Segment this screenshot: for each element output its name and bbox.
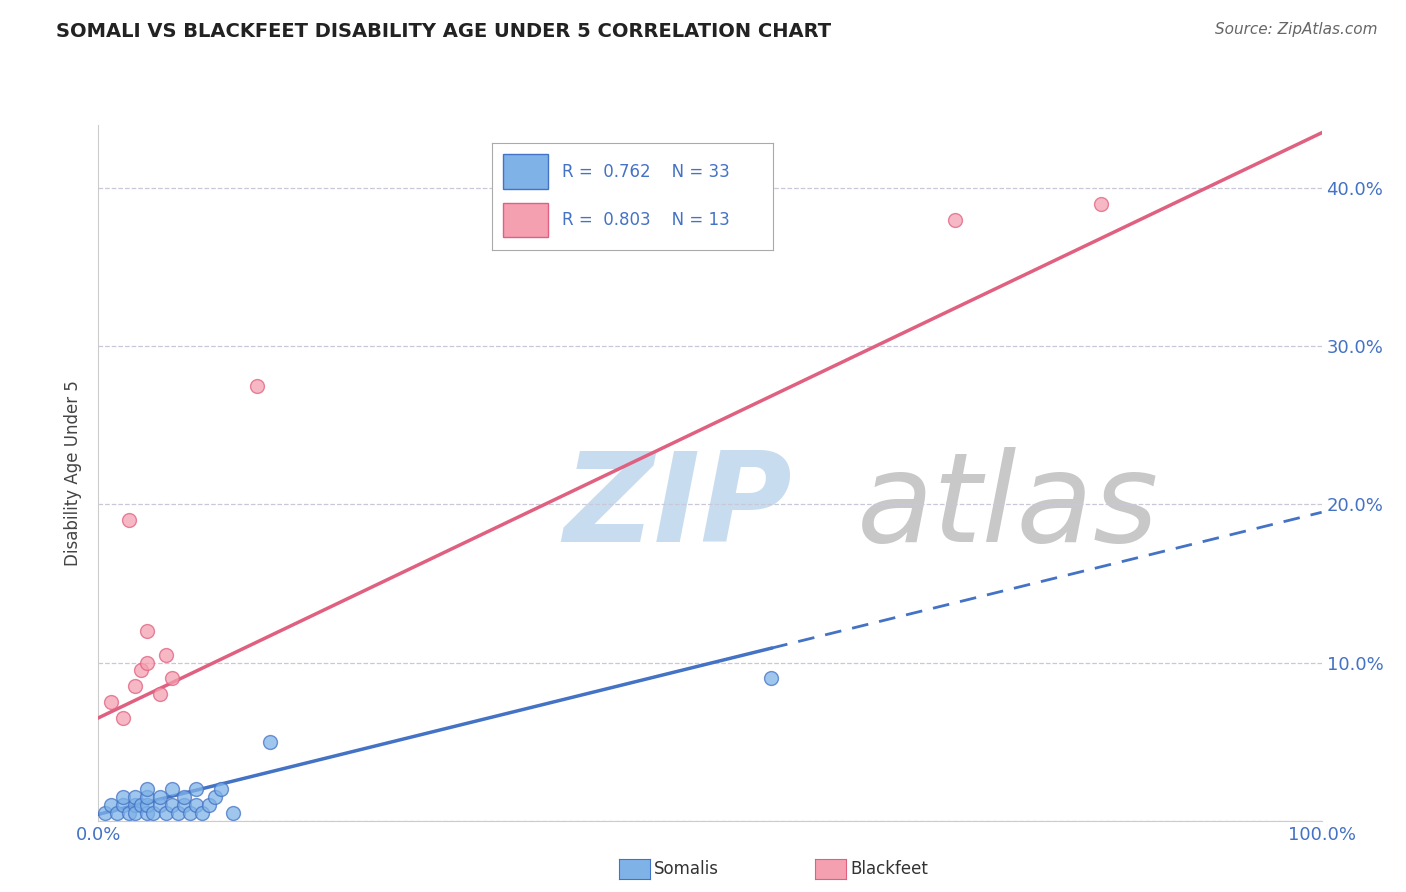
Point xyxy=(100,797,122,812)
Point xyxy=(209,782,232,797)
Bar xyxy=(503,202,548,237)
Point xyxy=(149,797,172,812)
Point xyxy=(160,671,183,685)
Point xyxy=(124,789,146,804)
Point xyxy=(136,789,159,804)
Point xyxy=(118,513,141,527)
Point xyxy=(186,782,208,797)
Text: Source: ZipAtlas.com: Source: ZipAtlas.com xyxy=(1215,22,1378,37)
Point xyxy=(136,797,159,812)
Point xyxy=(246,378,269,392)
Point xyxy=(111,797,134,812)
Point xyxy=(142,805,165,820)
Point xyxy=(1090,197,1112,211)
Text: Somalis: Somalis xyxy=(654,860,718,878)
Point xyxy=(124,679,146,693)
Text: atlas: atlas xyxy=(856,447,1159,568)
Point xyxy=(93,805,115,820)
Bar xyxy=(503,154,548,189)
Point xyxy=(186,797,208,812)
Y-axis label: Disability Age Under 5: Disability Age Under 5 xyxy=(65,380,83,566)
Point xyxy=(155,805,177,820)
Point xyxy=(167,805,190,820)
Text: R =  0.803    N = 13: R = 0.803 N = 13 xyxy=(562,211,730,228)
Point xyxy=(155,648,177,662)
Point xyxy=(204,789,226,804)
Text: SOMALI VS BLACKFEET DISABILITY AGE UNDER 5 CORRELATION CHART: SOMALI VS BLACKFEET DISABILITY AGE UNDER… xyxy=(56,22,831,41)
Point xyxy=(124,797,146,812)
Point xyxy=(136,782,159,797)
Point xyxy=(136,805,159,820)
Point xyxy=(111,789,134,804)
Point xyxy=(124,805,146,820)
Point xyxy=(179,805,201,820)
Point xyxy=(197,797,219,812)
Point xyxy=(100,695,122,709)
Text: ZIP: ZIP xyxy=(564,447,792,568)
Point xyxy=(160,782,183,797)
Point xyxy=(111,711,134,725)
Point xyxy=(160,797,183,812)
Point xyxy=(173,789,195,804)
Point xyxy=(222,805,245,820)
Point xyxy=(149,789,172,804)
Text: Blackfeet: Blackfeet xyxy=(851,860,928,878)
Point xyxy=(136,656,159,670)
Point xyxy=(761,671,783,685)
Point xyxy=(191,805,214,820)
Point xyxy=(149,687,172,701)
Point xyxy=(259,734,281,748)
Point xyxy=(118,805,141,820)
Point xyxy=(105,805,128,820)
Point xyxy=(129,797,152,812)
Point xyxy=(173,797,195,812)
Text: R =  0.762    N = 33: R = 0.762 N = 33 xyxy=(562,162,730,180)
Point xyxy=(943,212,966,227)
Point xyxy=(136,624,159,638)
Point xyxy=(129,664,152,678)
